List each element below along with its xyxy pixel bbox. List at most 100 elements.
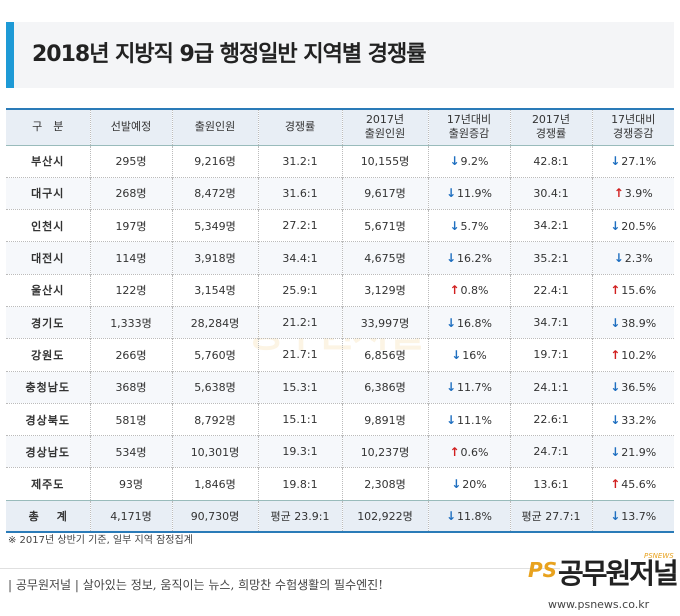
arrow-down-icon: ↓ xyxy=(449,154,460,169)
applicant-change-cell-value: 0.6% xyxy=(460,445,489,459)
region-cell: 울산시 xyxy=(31,284,65,298)
applicants-cell: 3,154명 xyxy=(171,274,258,307)
logo-name: 공무원저널 xyxy=(558,557,679,590)
applicants-cell: 9,216명 xyxy=(171,145,258,178)
applicant-change-cell-value: 5.7% xyxy=(460,219,489,233)
ratio-cell: 19.8:1 xyxy=(257,467,342,501)
applicant-change-cell: ↓5.7% xyxy=(427,209,510,242)
region-cell: 대전시 xyxy=(31,252,65,266)
ratio-2017-cell: 35.2:1 xyxy=(509,241,592,275)
column-header: 선발예정 xyxy=(89,109,172,145)
table-note: ※ 2017년 상반기 기준, 일부 지역 잠정집계 xyxy=(8,535,193,546)
applicant-change-cell: ↓11.8% xyxy=(427,500,510,533)
region-cell: 경기도 xyxy=(31,316,65,330)
ratio-change-cell: ↓27.1% xyxy=(591,145,674,178)
applicant-change-cell: ↓9.2% xyxy=(427,145,510,178)
applicant-change-cell: ↓11.7% xyxy=(427,371,510,404)
logo-small-text: PSNEWS xyxy=(644,552,674,560)
column-header: 구 분 xyxy=(32,120,64,134)
applicants-2017-cell: 6,386명 xyxy=(341,371,428,404)
applicant-change-cell: ↓16.8% xyxy=(427,306,510,339)
column-header: 경쟁률 xyxy=(257,109,342,145)
applicants-cell: 10,301명 xyxy=(171,435,258,468)
ratio-2017-cell: 30.4:1 xyxy=(509,177,592,210)
ratio-cell: 평균 23.9:1 xyxy=(257,500,342,533)
competition-table: 구 분 선발예정 출원인원 경쟁률 2017년 출원인원 17년대비 출원증감 2017년 경쟁률… xyxy=(6,108,674,533)
applicants-2017-cell: 3,129명 xyxy=(341,274,428,307)
table-row: 강원도 266명 5,760명 21.7:1 6,856명 ↓16% 19.7:1 ↑10.2… xyxy=(6,338,674,372)
ratio-change-cell-value: 21.9% xyxy=(621,445,657,459)
applicants-cell: 5,760명 xyxy=(171,338,258,372)
ratio-change-cell: ↑45.6% xyxy=(591,467,674,501)
ratio-change-cell: ↓33.2% xyxy=(591,403,674,436)
arrow-down-icon: ↓ xyxy=(445,315,457,330)
arrow-up-icon: ↑ xyxy=(610,283,621,298)
table-row: 경상북도 581명 8,792명 15.1:1 9,891명 ↓11.1% 22.6:1 ↓3… xyxy=(6,403,674,436)
column-header: 출원인원 xyxy=(171,109,258,145)
applicant-change-cell: ↓11.1% xyxy=(427,403,510,436)
applicant-change-cell-value: 0.8% xyxy=(460,284,489,298)
ratio-2017-cell: 평균 27.7:1 xyxy=(509,500,592,533)
arrow-down-icon: ↓ xyxy=(610,380,621,395)
ratio-cell: 27.2:1 xyxy=(257,209,342,242)
planned-cell: 114명 xyxy=(89,241,172,275)
ratio-2017-cell: 13.6:1 xyxy=(509,467,592,501)
applicant-change-cell-value: 16.8% xyxy=(457,316,492,330)
applicants-2017-cell: 9,617명 xyxy=(341,177,428,210)
ratio-cell: 25.9:1 xyxy=(257,274,342,307)
arrow-up-icon: ↑ xyxy=(613,186,624,201)
table-row: 인천시 197명 5,349명 27.2:1 5,671명 ↓5.7% 34.2:1 ↓20.… xyxy=(6,209,674,242)
applicants-cell: 8,472명 xyxy=(171,177,258,210)
ratio-cell: 21.2:1 xyxy=(257,306,342,339)
arrow-down-icon: ↓ xyxy=(610,315,621,330)
arrow-down-icon: ↓ xyxy=(610,218,621,233)
ratio-change-cell-value: 3.9% xyxy=(624,187,653,201)
title-bar xyxy=(6,22,674,88)
ratio-change-cell: ↓21.9% xyxy=(591,435,674,468)
ratio-2017-cell: 42.8:1 xyxy=(509,145,592,178)
page-title: 2018년 지방직 9급 행정일반 지역별 경쟁률 xyxy=(32,42,426,67)
ratio-2017-cell: 34.7:1 xyxy=(509,306,592,339)
arrow-down-icon: ↓ xyxy=(445,509,457,524)
region-cell: 제주도 xyxy=(31,478,65,492)
ratio-change-cell-value: 20.5% xyxy=(621,219,657,233)
column-header: 2017년 경쟁률 xyxy=(509,109,592,145)
arrow-down-icon: ↓ xyxy=(445,412,457,427)
applicants-cell: 28,284명 xyxy=(171,306,258,339)
applicants-cell: 90,730명 xyxy=(171,500,258,533)
applicants-cell: 8,792명 xyxy=(171,403,258,436)
planned-cell: 197명 xyxy=(89,209,172,242)
applicants-2017-cell: 102,922명 xyxy=(341,500,428,533)
applicants-2017-cell: 2,308명 xyxy=(341,467,428,501)
region-cell: 충청남도 xyxy=(25,381,70,395)
table-row: 충청남도 368명 5,638명 15.3:1 6,386명 ↓11.7% 24.1:1 ↓3… xyxy=(6,371,674,404)
table-row: 제주도 93명 1,846명 19.8:1 2,308명 ↓20% 13.6:1 ↑45.6% xyxy=(6,467,674,501)
applicants-cell: 5,349명 xyxy=(171,209,258,242)
region-cell: 부산시 xyxy=(31,155,65,169)
applicant-change-cell-value: 16% xyxy=(462,348,487,362)
applicant-change-cell-value: 11.1% xyxy=(457,413,492,427)
planned-cell: 295명 xyxy=(89,145,172,178)
site-url[interactable]: www.psnews.co.kr xyxy=(548,598,650,611)
arrow-up-icon: ↑ xyxy=(610,347,621,362)
ratio-change-cell-value: 36.5% xyxy=(621,381,657,395)
applicants-2017-cell: 9,891명 xyxy=(341,403,428,436)
applicants-2017-cell: 10,155명 xyxy=(341,145,428,178)
ratio-2017-cell: 22.6:1 xyxy=(509,403,592,436)
table-row: 부산시 295명 9,216명 31.2:1 10,155명 ↓9.2% 42.8:1 ↓27… xyxy=(6,145,674,178)
planned-cell: 266명 xyxy=(89,338,172,372)
ratio-change-cell: ↑10.2% xyxy=(591,338,674,372)
planned-cell: 93명 xyxy=(89,467,172,501)
applicants-cell: 1,846명 xyxy=(171,467,258,501)
applicant-change-cell-value: 11.7% xyxy=(457,381,492,395)
region-cell: 경상북도 xyxy=(25,413,70,427)
applicant-change-cell: ↓11.9% xyxy=(427,177,510,210)
ratio-cell: 31.6:1 xyxy=(257,177,342,210)
arrow-up-icon: ↑ xyxy=(610,477,621,492)
planned-cell: 581명 xyxy=(89,403,172,436)
region-cell: 경상남도 xyxy=(25,445,70,459)
applicants-2017-cell: 6,856명 xyxy=(341,338,428,372)
ratio-change-cell-value: 33.2% xyxy=(621,413,657,427)
column-header: 2017년 출원인원 xyxy=(341,109,428,145)
applicant-change-cell: ↑0.8% xyxy=(427,274,510,307)
